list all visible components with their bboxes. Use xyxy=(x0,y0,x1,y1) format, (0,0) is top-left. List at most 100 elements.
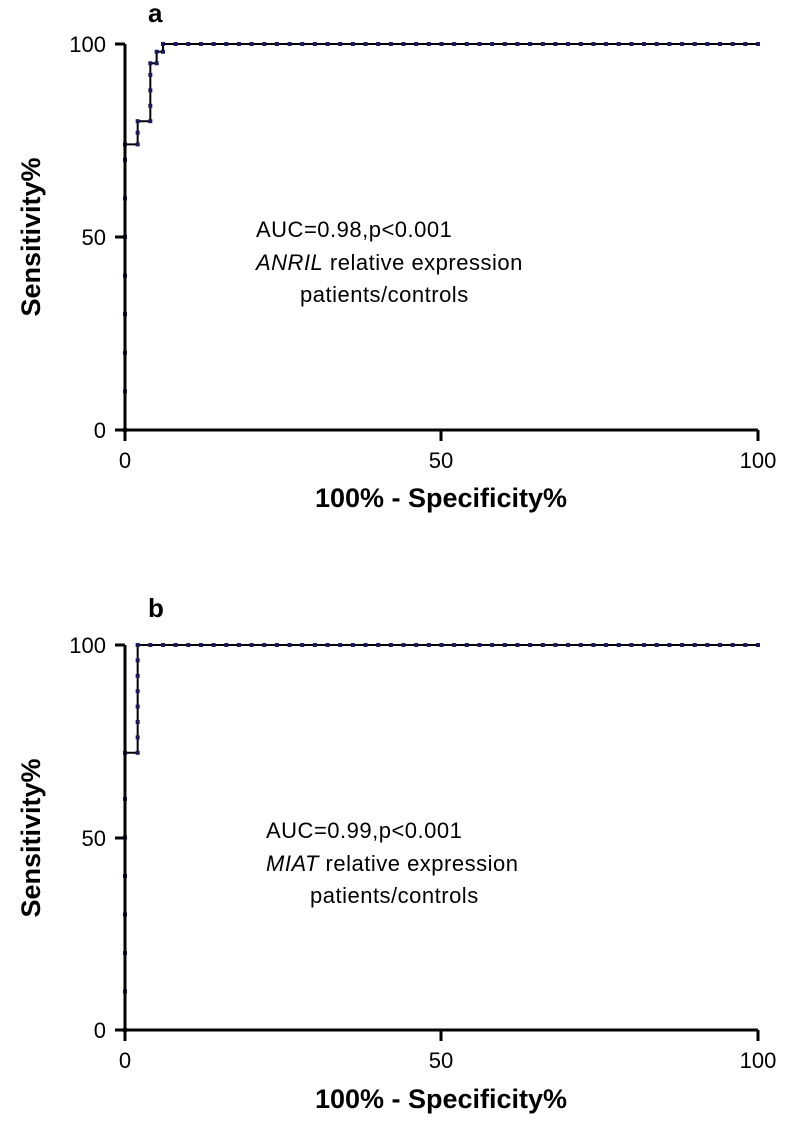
roc-point-b-49 xyxy=(566,643,571,647)
roc-point-a-67 xyxy=(756,42,760,46)
roc-point-b-14 xyxy=(135,658,140,663)
roc-point-b-21 xyxy=(211,643,216,647)
roc-point-a-23 xyxy=(198,42,203,46)
roc-point-b-18 xyxy=(173,643,178,647)
roc-point-b-20 xyxy=(198,643,203,647)
y-tick-label-a-50: 50 xyxy=(82,225,106,250)
y-tick-label-a-100: 100 xyxy=(69,32,106,57)
roc-point-a-13 xyxy=(148,103,153,108)
roc-point-b-13 xyxy=(135,673,140,678)
roc-point-a-48 xyxy=(515,42,520,46)
roc-point-a-22 xyxy=(186,42,191,46)
roc-point-a-30 xyxy=(287,42,292,46)
roc-point-b-48 xyxy=(553,643,558,647)
annotation-b-rest: relative expression xyxy=(319,851,519,876)
roc-point-a-28 xyxy=(262,42,267,46)
roc-point-a-43 xyxy=(452,42,457,46)
roc-point-b-47 xyxy=(540,643,545,647)
roc-point-a-12 xyxy=(148,119,153,124)
roc-point-b-15 xyxy=(135,643,140,647)
roc-point-b-36 xyxy=(401,643,406,647)
annotation-b-gene: MIAT xyxy=(266,851,320,876)
x-axis-title-a: 100% - Specificity% xyxy=(315,483,567,513)
x-axis-title-b: 100% - Specificity% xyxy=(315,1084,567,1114)
roc-point-a-24 xyxy=(211,42,216,46)
annotation-a-line3: patients/controls xyxy=(300,282,469,307)
annotation-b-line3: patients/controls xyxy=(310,883,479,908)
roc-point-b-51 xyxy=(591,643,596,647)
roc-point-b-64 xyxy=(756,643,760,647)
annotation-a-line2: ANRIL relative expression xyxy=(254,250,523,275)
roc-point-b-22 xyxy=(224,643,229,647)
roc-point-a-57 xyxy=(629,42,634,46)
roc-point-b-53 xyxy=(616,643,621,647)
y-axis-title-b: Sensitivity% xyxy=(16,758,46,917)
roc-point-a-52 xyxy=(566,42,571,46)
roc-point-b-50 xyxy=(578,643,583,647)
roc-point-b-54 xyxy=(629,643,634,647)
roc-point-a-49 xyxy=(528,42,533,46)
roc-point-a-51 xyxy=(553,42,558,46)
roc-point-a-63 xyxy=(705,42,710,46)
roc-point-a-46 xyxy=(490,42,495,46)
roc-point-a-10 xyxy=(135,130,140,135)
roc-point-b-59 xyxy=(692,643,697,647)
roc-point-b-16 xyxy=(148,643,153,647)
roc-point-b-52 xyxy=(604,643,609,647)
roc-point-b-11 xyxy=(135,704,140,709)
roc-point-a-25 xyxy=(224,42,229,46)
roc-point-b-56 xyxy=(654,643,659,647)
roc-point-a-35 xyxy=(350,42,355,46)
roc-point-a-42 xyxy=(439,42,444,46)
y-tick-label-b-100: 100 xyxy=(69,633,106,658)
roc-point-a-34 xyxy=(338,42,343,46)
roc-point-a-56 xyxy=(616,42,621,46)
roc-point-a-45 xyxy=(477,42,482,46)
roc-point-a-44 xyxy=(464,42,469,46)
roc-point-b-12 xyxy=(135,689,140,694)
roc-point-a-65 xyxy=(730,42,735,46)
x-tick-label-b-50: 50 xyxy=(429,1048,453,1073)
roc-point-a-29 xyxy=(274,42,279,46)
roc-point-a-33 xyxy=(325,42,330,46)
annotation-a-gene: ANRIL xyxy=(254,250,323,275)
roc-point-a-53 xyxy=(578,42,583,46)
roc-point-b-46 xyxy=(528,643,533,647)
roc-point-b-26 xyxy=(274,643,279,647)
roc-point-a-41 xyxy=(426,42,431,46)
y-tick-label-b-50: 50 xyxy=(82,826,106,851)
roc-point-b-8 xyxy=(135,750,140,755)
roc-point-a-15 xyxy=(148,72,153,77)
roc-point-b-31 xyxy=(338,643,343,647)
roc-point-b-34 xyxy=(376,643,381,647)
roc-point-a-18 xyxy=(154,49,159,54)
x-tick-label-a-0: 0 xyxy=(119,448,131,473)
roc-point-a-31 xyxy=(300,42,305,46)
roc-point-a-54 xyxy=(591,42,596,46)
roc-point-a-66 xyxy=(743,42,748,46)
roc-point-b-38 xyxy=(426,643,431,647)
roc-point-b-60 xyxy=(705,643,710,647)
y-tick-label-b-0: 0 xyxy=(94,1018,106,1043)
roc-point-b-28 xyxy=(300,643,305,647)
roc-point-a-64 xyxy=(718,42,723,46)
roc-point-b-33 xyxy=(363,643,368,647)
roc-point-a-21 xyxy=(173,42,178,46)
roc-point-b-10 xyxy=(135,720,140,724)
roc-point-a-50 xyxy=(540,42,545,46)
roc-panel-b: b 100 50 0 0 50 100 100% - Specificity% … xyxy=(16,593,776,1114)
roc-point-b-63 xyxy=(743,643,748,647)
annotation-b-line1: AUC=0.99,p<0.001 xyxy=(266,818,462,843)
roc-point-a-61 xyxy=(680,42,685,46)
roc-panel-a: a 100 50 0 0 50 100 100% - Specificity% … xyxy=(16,0,776,513)
roc-point-a-37 xyxy=(376,42,381,46)
roc-point-b-45 xyxy=(515,643,520,647)
roc-point-a-55 xyxy=(604,42,609,46)
annotation-b-line2: MIAT relative expression xyxy=(266,851,518,876)
roc-point-a-26 xyxy=(236,42,241,46)
roc-point-a-16 xyxy=(148,61,153,66)
roc-point-b-25 xyxy=(262,643,267,647)
roc-point-b-58 xyxy=(680,643,685,647)
roc-point-b-37 xyxy=(414,643,419,647)
